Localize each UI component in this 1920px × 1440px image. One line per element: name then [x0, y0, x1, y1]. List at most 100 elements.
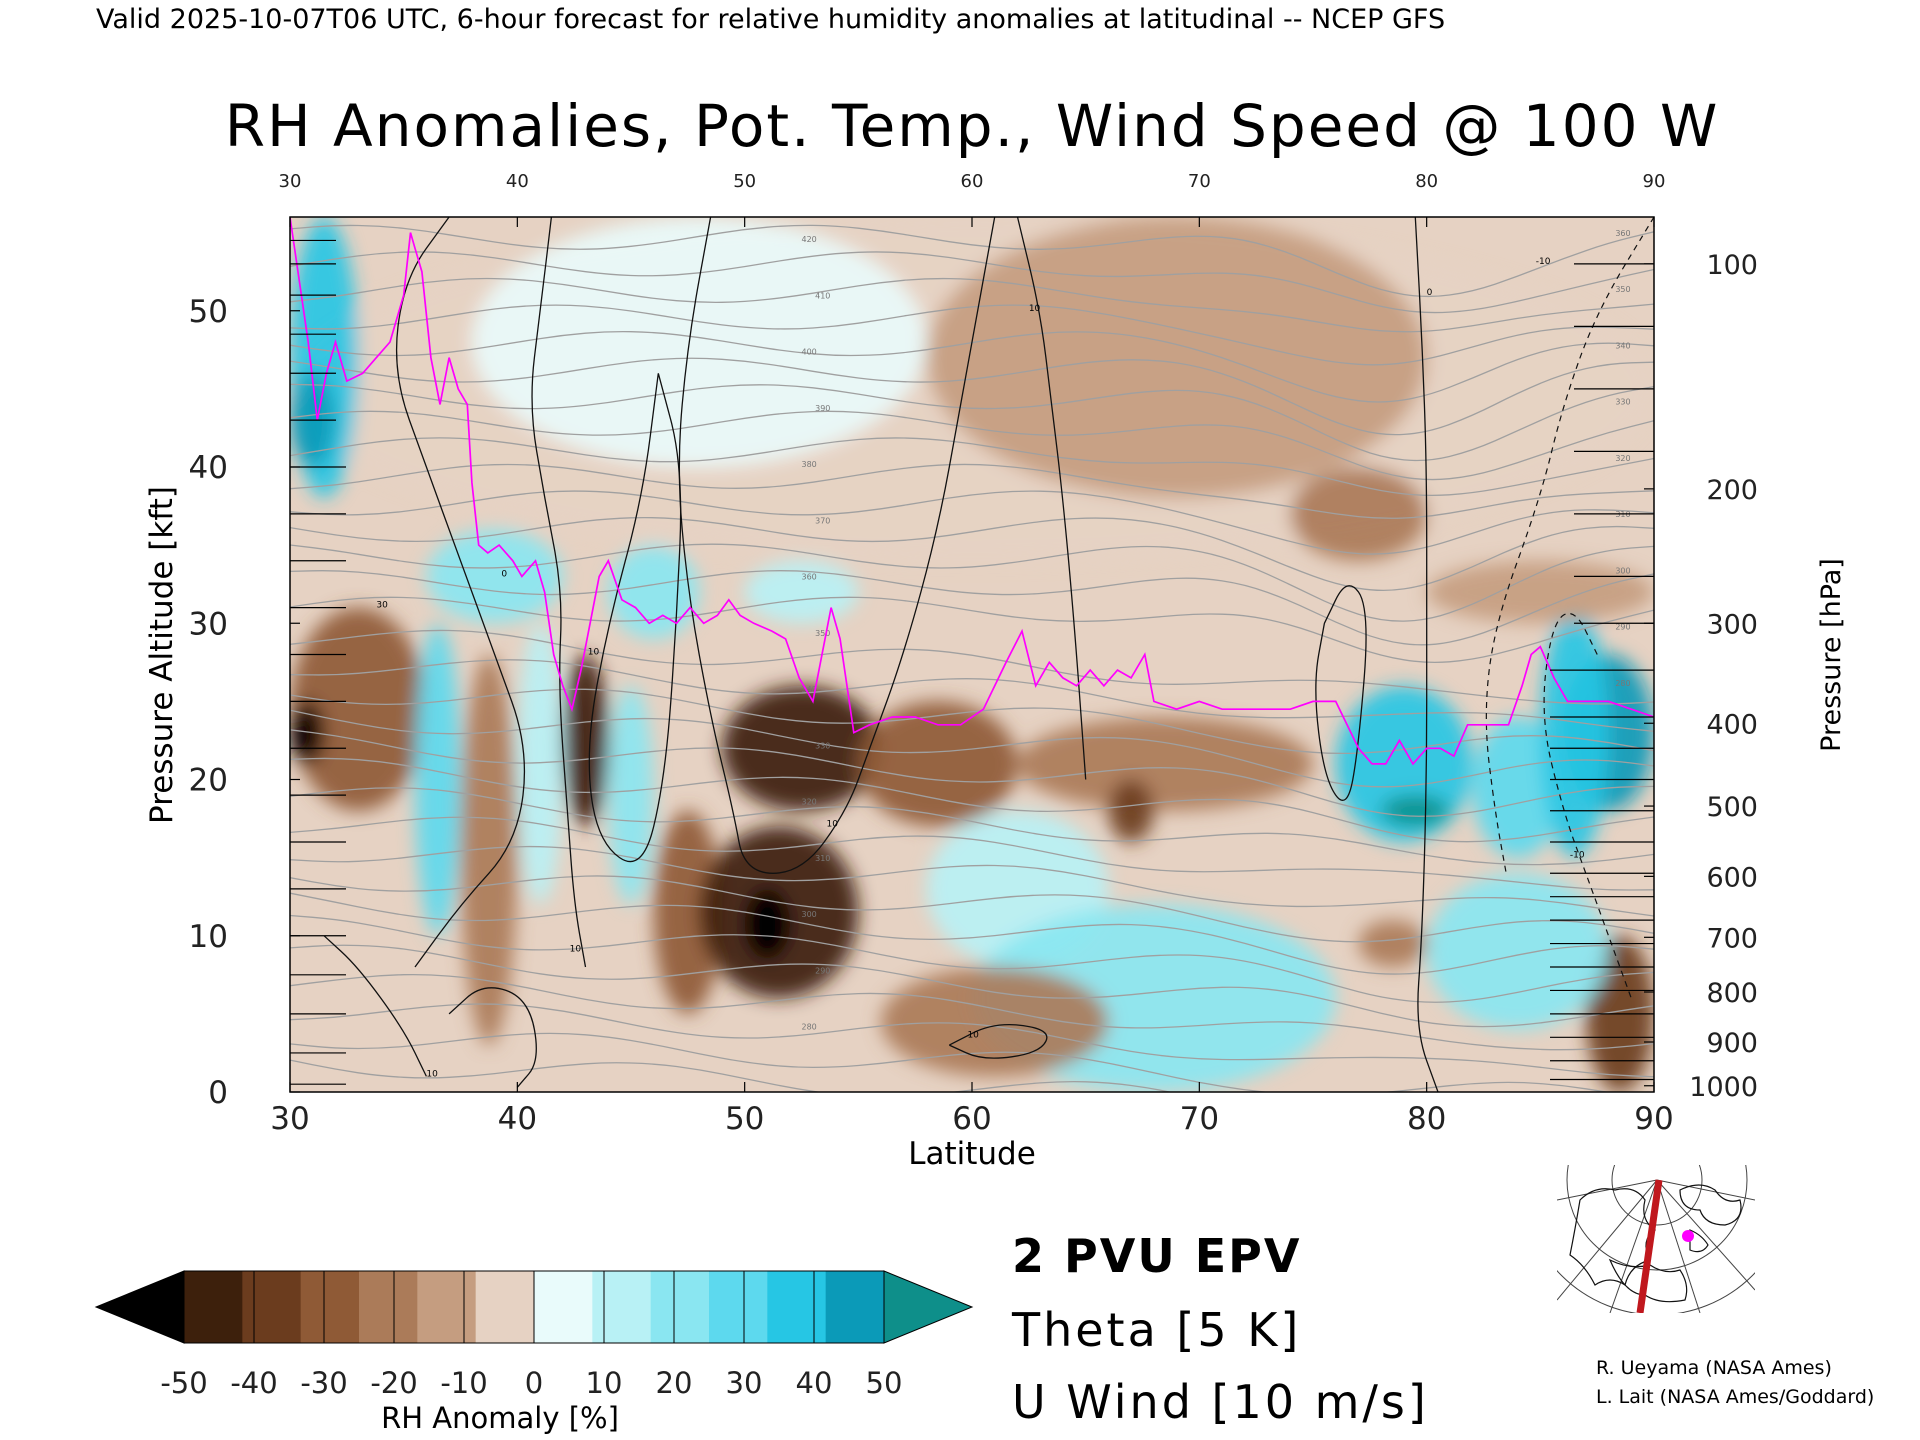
x-tick-label: 30: [270, 1101, 309, 1137]
theta-contour-label: 300: [1615, 566, 1630, 575]
theta-contour: [290, 596, 1654, 664]
theta-contour: [290, 383, 1654, 462]
theta-contour-label: 380: [802, 460, 817, 469]
theta-contour-label: 390: [1615, 60, 1630, 69]
wind-contour-negative: [1543, 612, 1632, 999]
colorbar-segment: [767, 1271, 827, 1343]
y-tick-label: 10: [189, 919, 228, 955]
rh-anomaly-blob: [562, 654, 609, 827]
wind-contour-label: -10: [1570, 851, 1585, 861]
theta-contour: [290, 729, 1654, 817]
rh-anomaly-blob: [608, 685, 654, 905]
colorbar-segment: [475, 1271, 535, 1343]
theta-contour-label: 350: [815, 629, 830, 638]
wind-tick-marks: [290, 239, 1654, 1085]
x-axis-label: Latitude: [908, 1136, 1036, 1172]
page-title: RH Anomalies, Pot. Temp., Wind Speed @ 1…: [225, 92, 1720, 160]
theta-contour: [290, 1032, 1611, 1092]
x-tick-label: 60: [952, 1101, 991, 1137]
theta-contour-label: 320: [1615, 454, 1630, 463]
rh-anomaly-blob: [721, 685, 882, 811]
colorbar-tick-label: 50: [866, 1366, 903, 1400]
wind-contour: [588, 373, 682, 863]
theta-contour: [290, 1059, 1173, 1092]
pressure-tick-label: 700: [1706, 923, 1758, 954]
x-tick-label: 80: [1407, 1101, 1446, 1137]
wind-contour: [1016, 217, 1087, 780]
theta-contour: [290, 410, 1654, 481]
colorbar-segment: [417, 1271, 477, 1343]
x-top-tick-label: 40: [506, 171, 529, 192]
theta-contour-label: 390: [815, 404, 830, 413]
pressure-tick-label: 900: [1706, 1028, 1758, 1059]
wind-contour-label: 10: [1029, 304, 1041, 314]
wind-contour-label: 10: [827, 819, 839, 829]
colorbar-segment: [592, 1271, 652, 1343]
theta-contour: [290, 875, 1654, 943]
theta-contour: [290, 1003, 1654, 1078]
theta-contour: [290, 304, 1654, 366]
colorbar-segment: [359, 1271, 418, 1343]
rh-anomaly-blob: [471, 217, 927, 467]
rh-anomaly-blob: [881, 967, 1109, 1077]
theta-contour-label: 340: [1615, 341, 1630, 350]
theta-contour-label: 320: [802, 798, 817, 807]
legend-theta: Theta [5 K]: [1011, 1303, 1301, 1357]
rh-anomaly-blob: [744, 888, 791, 960]
colorbar-tick-label: -50: [160, 1366, 207, 1400]
wind-contour-label: 10: [570, 944, 582, 954]
pressure-tick-label: 400: [1706, 709, 1758, 740]
theta-contour: [290, 973, 1654, 1051]
x-top-tick-label: 30: [279, 171, 302, 192]
wind-contour-label: 0: [1427, 288, 1433, 298]
theta-contour: [290, 251, 1654, 314]
theta-contour-label: 310: [815, 854, 830, 863]
theta-contour: [290, 490, 1654, 555]
colorbar-tick-label: 30: [726, 1366, 763, 1400]
pressure-tick-label: 200: [1706, 475, 1758, 506]
credit-line-2: L. Lait (NASA Ames/Goddard): [1596, 1386, 1874, 1408]
theta-contour: [290, 516, 1654, 591]
pressure-tick-label: 600: [1706, 862, 1758, 893]
theta-contour: [290, 629, 1654, 705]
wind-contour: [448, 987, 537, 1088]
theta-contour-label: 340: [802, 685, 817, 694]
map-location-marker: [1682, 1230, 1694, 1242]
valid-line: Valid 2025-10-07T06 UTC, 6-hour forecast…: [96, 4, 1445, 35]
rh-anomaly-blob: [426, 529, 563, 624]
x-tick-label: 90: [1634, 1101, 1673, 1137]
y-tick-label: 0: [208, 1075, 228, 1111]
x-top-tick-label: 80: [1415, 171, 1438, 192]
rh-anomaly-blob: [415, 623, 461, 936]
rh-anomaly-blob: [1358, 920, 1427, 967]
wind-contour-label: -10: [1536, 257, 1551, 267]
legend-epv: 2 PVU EPV: [1012, 1229, 1301, 1283]
rh-anomaly-blob: [1381, 795, 1450, 827]
colorbar-tick-label: -30: [300, 1366, 347, 1400]
map-cross-section-track: [1636, 1179, 1663, 1313]
theta-contour: [290, 816, 1654, 891]
theta-contour: [290, 543, 1654, 622]
wind-contour: [678, 217, 996, 874]
colorbar-tick-label: 40: [796, 1366, 833, 1400]
pressure-tick-label: 800: [1706, 978, 1758, 1009]
y-axis-label: Pressure Altitude [kft]: [144, 486, 180, 824]
colorbar-tick-label: 10: [586, 1366, 623, 1400]
theta-contour-label: 360: [802, 573, 817, 582]
theta-contour: [290, 437, 1654, 497]
epv-line: [290, 217, 1654, 766]
colorbar-tick-label: 20: [656, 1366, 693, 1400]
theta-contour-label: 350: [1615, 285, 1630, 294]
y-tick-label: 30: [189, 606, 228, 642]
wind-contour-negative: [1485, 217, 1654, 874]
theta-contour: [290, 757, 1654, 843]
theta-contours: 2802802902903003003103103203203303303403…: [290, 60, 1654, 1092]
theta-contour-label: 370: [815, 516, 830, 525]
pressure-tick-label: 1000: [1689, 1072, 1758, 1103]
axes: 3030404050506060707080809090010203040501…: [189, 171, 1758, 1137]
colorbar-tick-label: -20: [370, 1366, 417, 1400]
x-tick-label: 70: [1180, 1101, 1219, 1137]
theta-contour-label: 420: [802, 235, 817, 244]
rh-anomaly-blob: [460, 654, 518, 1046]
